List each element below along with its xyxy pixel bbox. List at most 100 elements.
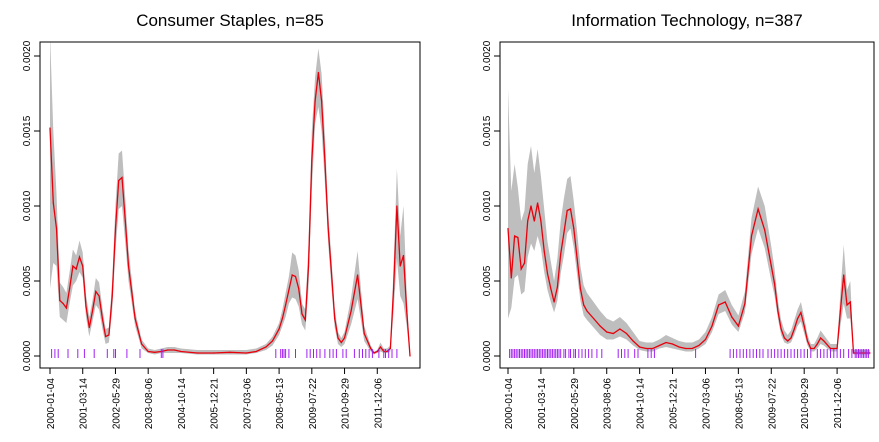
- mean-point: [285, 304, 287, 306]
- y-tick-label: 0.0015: [482, 115, 493, 146]
- x-tick-label: 2009-07-22: [308, 378, 319, 430]
- mean-point: [553, 301, 555, 303]
- mean-point: [803, 325, 805, 327]
- mean-point: [321, 100, 323, 102]
- mean-point: [737, 325, 740, 327]
- mean-point: [350, 310, 352, 312]
- mean-point: [95, 290, 97, 293]
- mean-point: [173, 349, 175, 351]
- mean-point: [823, 340, 825, 342]
- x-tick-label: 2003-08-06: [144, 378, 155, 430]
- x-tick-label: 2005-12-21: [669, 378, 680, 430]
- mean-point: [213, 352, 215, 354]
- mean-point: [619, 328, 621, 330]
- y-tick-label: 0.0020: [482, 40, 493, 71]
- mean-point: [291, 274, 293, 276]
- mean-point: [583, 304, 585, 306]
- x-tick-label: 2004-10-14: [636, 378, 647, 430]
- mean-point: [114, 227, 117, 230]
- mean-point: [517, 236, 519, 239]
- mean-point: [698, 344, 700, 347]
- mean-point: [530, 205, 532, 207]
- mean-point: [141, 343, 143, 345]
- mean-point: [49, 127, 51, 129]
- mean-point: [678, 346, 680, 348]
- mean-point: [386, 350, 388, 353]
- mean-point: [543, 250, 545, 252]
- mean-point: [376, 350, 378, 353]
- mean-point: [124, 220, 126, 222]
- mean-point: [59, 299, 61, 302]
- mean-point: [566, 209, 568, 212]
- mean-point: [810, 347, 812, 350]
- mean-point: [783, 337, 786, 339]
- x-tick-label: 2000-01-04: [504, 378, 515, 430]
- plot-frame: [499, 41, 875, 369]
- mean-point: [281, 317, 283, 320]
- mean-point: [324, 160, 326, 162]
- x-tick-label: 2008-05-13: [275, 378, 286, 430]
- mean-point: [757, 208, 759, 210]
- mean-point: [118, 179, 120, 182]
- mean-point: [744, 302, 746, 305]
- mean-point: [134, 317, 136, 320]
- chart-title: Information Technology, n=387: [571, 11, 802, 30]
- mean-point: [147, 350, 149, 353]
- mean-point: [806, 340, 809, 342]
- mean-point: [507, 227, 509, 230]
- mean-point: [245, 352, 247, 354]
- mean-point: [52, 202, 54, 204]
- y-tick-label: 0.0000: [482, 340, 493, 371]
- mean-point: [846, 304, 848, 306]
- mean-point: [836, 347, 838, 350]
- mean-point: [770, 265, 772, 267]
- mean-point: [593, 317, 595, 320]
- mean-point: [108, 334, 110, 336]
- mean-point: [731, 316, 733, 318]
- mean-point: [294, 275, 297, 278]
- mean-point: [523, 262, 526, 264]
- mean-point: [852, 352, 855, 354]
- x-tick-label: 2007-03-06: [701, 378, 712, 430]
- mean-point: [72, 265, 74, 267]
- mean-point: [255, 350, 257, 353]
- x-tick-label: 2005-12-21: [210, 378, 221, 430]
- x-tick-label: 2011-12-06: [373, 378, 384, 429]
- x-tick-label: 2001-03-14: [79, 378, 90, 430]
- mean-point: [704, 338, 707, 341]
- mean-point: [180, 350, 182, 353]
- mean-point: [311, 160, 313, 162]
- mean-point: [579, 287, 582, 290]
- x-tick-label: 2002-05-29: [111, 378, 122, 430]
- y-tick-label: 0.0000: [22, 340, 33, 371]
- mean-point: [586, 310, 588, 312]
- mean-point: [816, 343, 818, 345]
- mean-point: [625, 332, 628, 335]
- mean-point: [546, 272, 549, 275]
- mean-point: [334, 317, 336, 320]
- confidence-band: [508, 89, 870, 355]
- mean-point: [813, 347, 815, 350]
- mean-point: [540, 220, 542, 222]
- mean-point: [314, 100, 316, 102]
- mean-point: [127, 265, 130, 267]
- mean-point: [711, 325, 713, 327]
- x-tick-label: 2010-09-29: [341, 378, 352, 430]
- mean-point: [196, 352, 198, 354]
- mean-point: [265, 346, 267, 348]
- mean-point: [612, 332, 614, 335]
- mean-point: [691, 347, 693, 350]
- mean-point: [556, 286, 559, 288]
- mean-point: [167, 349, 169, 351]
- mean-point: [288, 289, 290, 291]
- mean-point: [665, 341, 667, 344]
- mean-point: [573, 227, 575, 230]
- mean-point: [800, 311, 802, 314]
- mean-point: [510, 277, 512, 279]
- mean-point: [105, 335, 107, 338]
- mean-point: [271, 340, 274, 342]
- mean-point: [724, 301, 726, 303]
- mean-point: [98, 295, 100, 297]
- mean-point: [154, 351, 156, 353]
- y-tick-label: 0.0015: [22, 115, 33, 146]
